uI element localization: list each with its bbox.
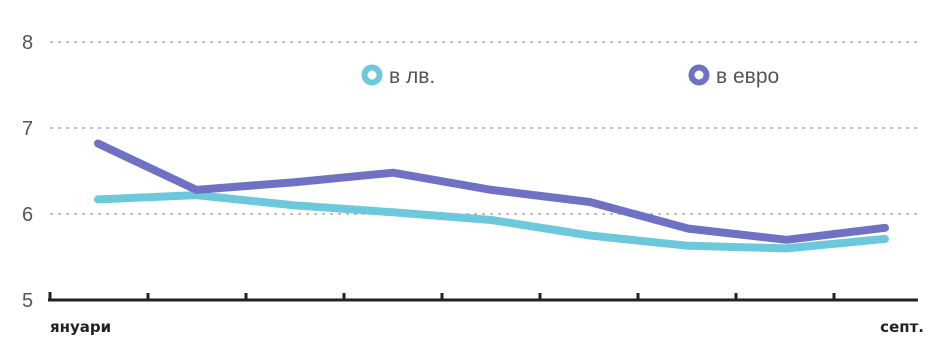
y-tick-label-5: 5: [22, 290, 33, 312]
y-tick-label-8: 8: [22, 32, 33, 54]
series-lines: [94, 139, 889, 253]
legend-marker-eur: [688, 64, 710, 86]
y-tick-label-6: 6: [22, 204, 33, 226]
legend-label-eur: в евро: [716, 65, 779, 88]
x-axis-ticks: [48, 292, 836, 301]
legend: в лв. в евро: [361, 64, 779, 88]
legend-item-eur: в евро: [688, 64, 779, 88]
series-line-eur: [94, 139, 889, 244]
y-tick-label-7: 7: [22, 118, 33, 140]
series-line-lv: [94, 191, 889, 253]
x-tick-label-last: септ.: [880, 318, 924, 336]
x-tick-label-first: януари: [50, 318, 111, 336]
gridlines: [50, 41, 918, 215]
legend-item-lv: в лв.: [361, 64, 435, 88]
legend-label-lv: в лв.: [389, 65, 435, 88]
legend-marker-lv: [361, 64, 383, 86]
y-axis-tick-labels: 5 6 7 8: [22, 32, 33, 312]
